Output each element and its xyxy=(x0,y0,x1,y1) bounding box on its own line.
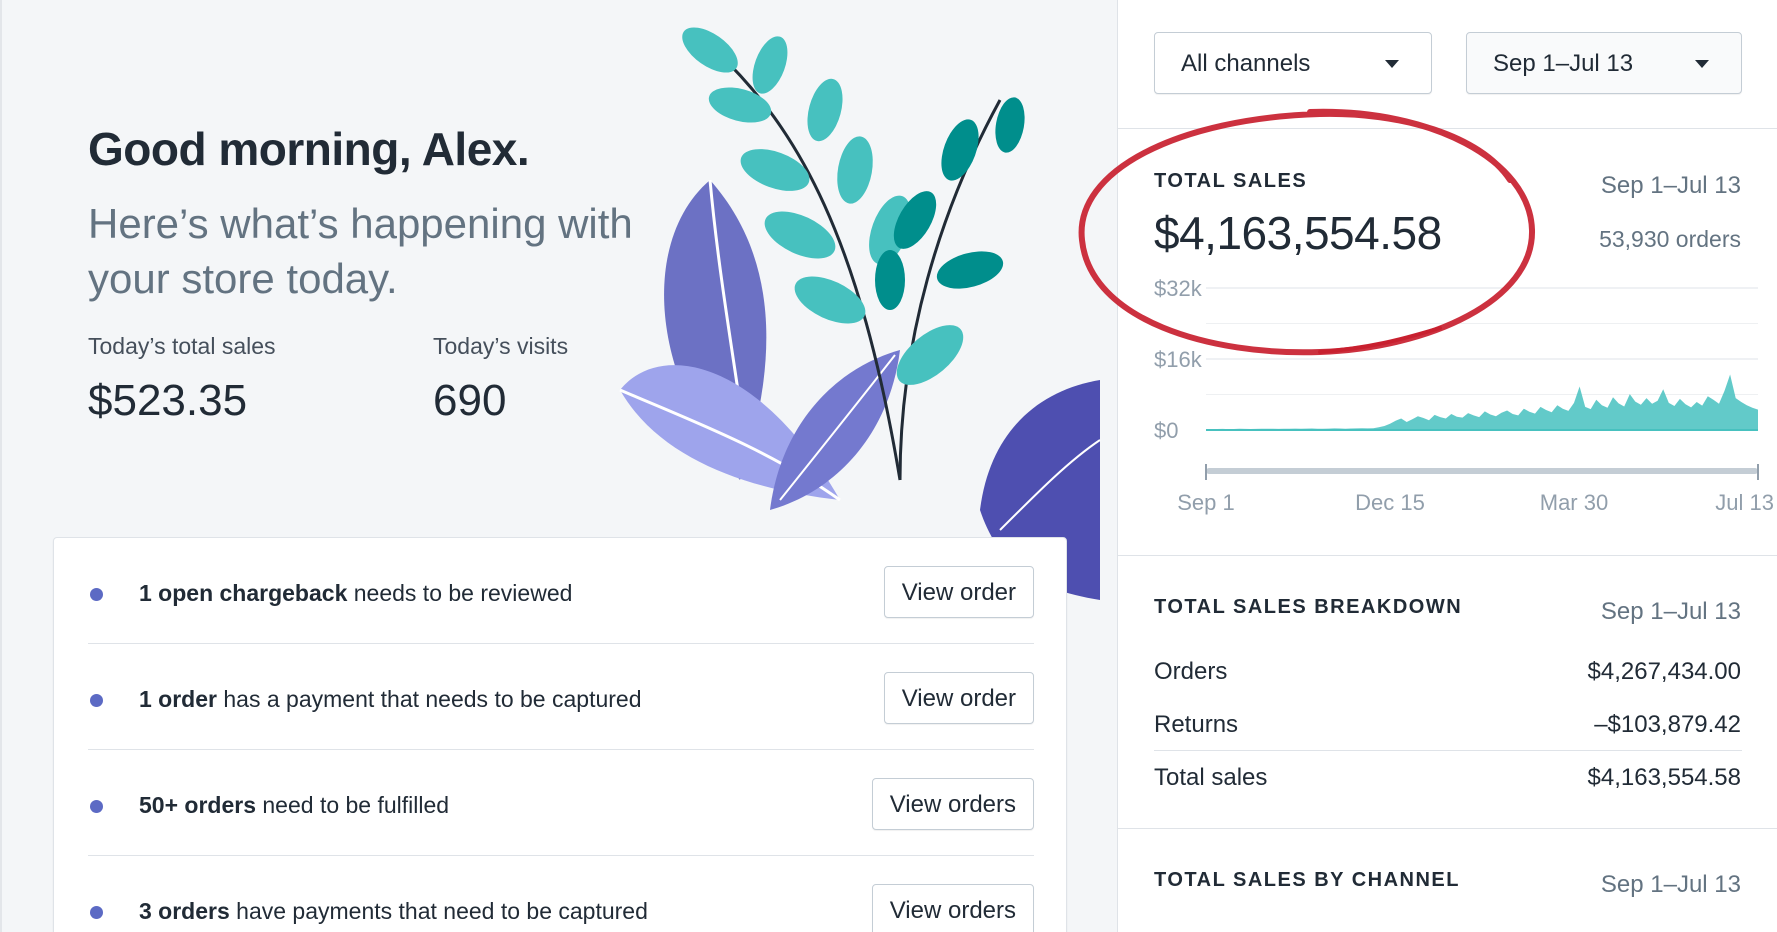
y-tick-label: $16k xyxy=(1154,347,1203,372)
y-tick-label: $0 xyxy=(1154,418,1178,443)
todays-visits-label: Today’s visits xyxy=(433,333,569,359)
tasks-card: 1 open chargeback needs to be reviewed V… xyxy=(53,537,1067,932)
date-range-select[interactable]: Sep 1–Jul 13 xyxy=(1466,32,1742,94)
greeting-heading: Good morning, Alex. xyxy=(88,123,530,175)
view-order-button[interactable]: View order xyxy=(883,566,1034,618)
bullet-dot-icon xyxy=(90,800,103,813)
x-axis-range-bar xyxy=(1206,468,1758,474)
breakdown-returns-label: Returns xyxy=(1154,711,1239,738)
x-tick-label: Mar 30 xyxy=(1540,490,1608,515)
y-tick-label: $32k xyxy=(1154,276,1203,301)
todays-sales-label: Today’s total sales xyxy=(88,333,276,359)
sales-chart: $32k $16k $0 Sep 1 Dec 15 Mar 30 Jul 13 xyxy=(1154,276,1774,515)
bullet-dot-icon xyxy=(90,588,103,601)
x-tick-label: Dec 15 xyxy=(1355,490,1425,515)
view-order-button[interactable]: View order xyxy=(883,672,1034,724)
task-row: 1 open chargeback needs to be reviewed V… xyxy=(88,538,1034,644)
breakdown-title: TOTAL SALES BREAKDOWN xyxy=(1154,596,1463,618)
greeting-subtitle: Here’s what’s happening with your store … xyxy=(88,200,633,302)
breakdown-returns-value: –$103,879.42 xyxy=(1594,711,1741,738)
breakdown-orders-label: Orders xyxy=(1154,658,1228,685)
by-channel-title: TOTAL SALES BY CHANNEL xyxy=(1154,869,1460,891)
task-row: 50+ orders need to be fulfilled View ord… xyxy=(88,750,1034,856)
sales-series-area xyxy=(1206,374,1758,430)
total-divider xyxy=(1154,750,1742,751)
breakdown-orders-value: $4,267,434.00 xyxy=(1587,658,1741,685)
task-text: 3 orders have payments that need to be c… xyxy=(139,898,648,924)
breakdown-date: Sep 1–Jul 13 xyxy=(1600,598,1741,625)
plant-illustration xyxy=(619,27,1101,600)
channel-select-value: All channels xyxy=(1181,50,1311,77)
bullet-dot-icon xyxy=(90,906,103,919)
view-orders-button[interactable]: View orders xyxy=(871,778,1034,830)
task-text: 50+ orders need to be fulfilled xyxy=(139,792,450,818)
panel-edge xyxy=(0,0,2,932)
by-channel-date: Sep 1–Jul 13 xyxy=(1600,871,1741,898)
task-row: 3 orders have payments that need to be c… xyxy=(88,856,1034,932)
divider xyxy=(1118,128,1777,129)
view-orders-button[interactable]: View orders xyxy=(871,884,1034,932)
caret-down-icon xyxy=(1385,60,1399,68)
x-tick-label: Sep 1 xyxy=(1177,490,1235,515)
caret-down-icon xyxy=(1695,60,1709,68)
breakdown-total-label: Total sales xyxy=(1154,764,1268,791)
channel-select[interactable]: All channels xyxy=(1154,32,1432,94)
bullet-dot-icon xyxy=(90,694,103,707)
task-row: 1 order has a payment that needs to be c… xyxy=(88,644,1034,750)
date-range-value: Sep 1–Jul 13 xyxy=(1493,50,1634,77)
breakdown-total-value: $4,163,554.58 xyxy=(1587,764,1741,791)
total-sales-date: Sep 1–Jul 13 xyxy=(1600,172,1741,199)
total-sales-amount: $4,163,554.58 xyxy=(1154,207,1442,259)
home-panel: Good morning, Alex. Here’s what’s happen… xyxy=(0,0,1101,932)
task-text: 1 open chargeback needs to be reviewed xyxy=(139,580,573,606)
analytics-panel: All channels Sep 1–Jul 13 TOTAL SALES Se… xyxy=(1117,0,1777,932)
divider xyxy=(1118,828,1777,829)
x-tick-label: Jul 13 xyxy=(1715,490,1774,515)
todays-sales-value: $523.35 xyxy=(88,376,248,425)
orders-count: 53,930 orders xyxy=(1599,226,1741,252)
divider xyxy=(1118,555,1777,556)
total-sales-title: TOTAL SALES xyxy=(1154,170,1308,192)
todays-visits-value: 690 xyxy=(433,376,507,425)
task-text: 1 order has a payment that needs to be c… xyxy=(139,686,642,712)
